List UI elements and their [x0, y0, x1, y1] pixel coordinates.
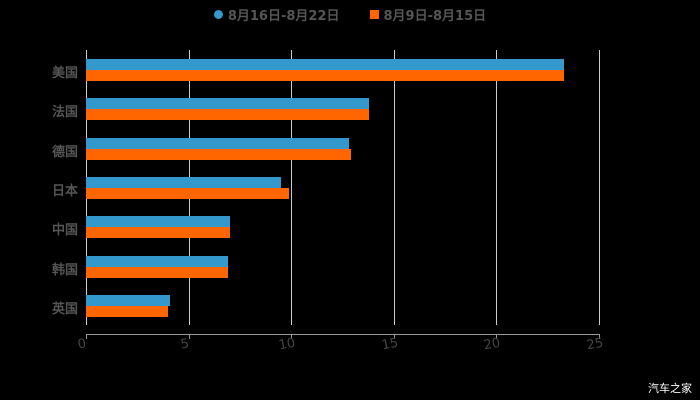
bar-series1[interactable]	[86, 216, 230, 227]
category-label: 法国	[51, 105, 78, 120]
bar-series2[interactable]	[86, 227, 230, 238]
bar-series1[interactable]	[86, 98, 369, 109]
chart-legend: 8月16日-8月22日 8月9日-8月15日	[0, 3, 700, 25]
x-tick	[394, 334, 395, 339]
bar-series2[interactable]	[86, 149, 351, 160]
bar-series1[interactable]	[86, 59, 564, 70]
gridline	[599, 50, 600, 325]
x-tick	[86, 334, 87, 339]
bar-series2[interactable]	[86, 70, 564, 81]
x-tick	[599, 334, 600, 339]
x-tick	[189, 334, 190, 339]
category-label: 中国	[51, 223, 78, 238]
x-tick	[291, 334, 292, 339]
gridline	[496, 50, 497, 325]
legend-item-series1[interactable]: 8月16日-8月22日	[213, 5, 340, 24]
bar-series1[interactable]	[86, 138, 349, 149]
x-tick-label: 20	[482, 335, 502, 354]
legend-marker-blue-icon	[213, 9, 223, 19]
legend-label: 8月16日-8月22日	[227, 8, 340, 24]
x-tick	[496, 334, 497, 339]
bar-series2[interactable]	[86, 306, 168, 317]
bar-series1[interactable]	[86, 177, 281, 188]
category-label: 日本	[51, 184, 78, 199]
bar-series2[interactable]	[86, 109, 369, 120]
x-axis	[86, 334, 599, 335]
bar-series1[interactable]	[86, 295, 170, 306]
legend-item-series2[interactable]: 8月9日-8月15日	[369, 5, 487, 24]
x-tick-label: 15	[380, 335, 400, 354]
x-tick-label: 10	[277, 335, 297, 354]
gridline	[394, 50, 395, 325]
legend-label: 8月9日-8月15日	[383, 8, 487, 24]
gridline	[291, 50, 292, 325]
bar-series2[interactable]	[86, 188, 289, 199]
bar-series2[interactable]	[86, 267, 228, 278]
category-label: 英国	[51, 302, 78, 317]
legend-marker-orange-icon	[369, 9, 379, 19]
category-label: 美国	[51, 66, 78, 81]
watermark: 汽车之家	[648, 382, 692, 395]
x-tick-label: 25	[585, 335, 605, 354]
bar-series1[interactable]	[86, 256, 228, 267]
category-label: 德国	[51, 145, 78, 160]
category-label: 韩国	[51, 263, 78, 278]
